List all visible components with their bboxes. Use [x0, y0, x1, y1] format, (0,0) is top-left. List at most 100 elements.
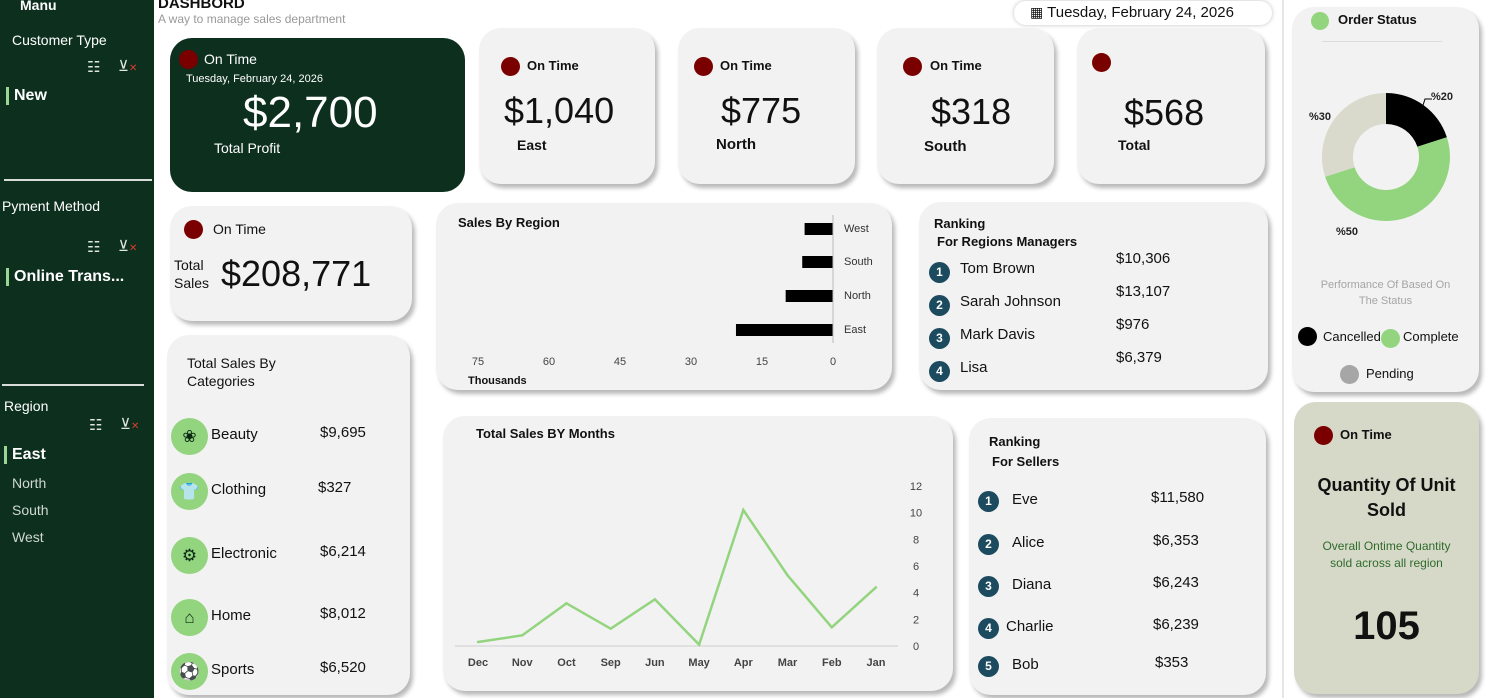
- monthly-sales-title: Total Sales BY Months: [476, 426, 615, 441]
- category-sales-value: $8,012: [320, 605, 366, 622]
- rank-badge: 1: [929, 262, 950, 283]
- x-tick-label: Apr: [734, 657, 754, 669]
- line-point: [565, 602, 568, 605]
- region-card-north: On Time $775 North: [678, 28, 855, 184]
- total-sales-label-line2: Sales: [174, 275, 210, 291]
- seller-ranking-title: Ranking: [989, 434, 1041, 449]
- date-display[interactable]: ▦ Tuesday, February 24, 2026: [1014, 1, 1272, 25]
- manager-name: Sarah Johnson: [960, 293, 1061, 310]
- y-tick-label: 4: [913, 588, 919, 600]
- status-dot: [1314, 426, 1333, 445]
- y-tick-label: 10: [910, 508, 922, 520]
- multi-select-icon[interactable]: ☷: [89, 417, 103, 434]
- multi-select-icon[interactable]: ☷: [87, 59, 101, 76]
- region-label: Total: [1118, 137, 1151, 153]
- region-value: $568: [1124, 92, 1205, 133]
- seller-sales-value: $6,353: [1153, 532, 1199, 549]
- region-managers-ranking-card: Ranking For Regions Managers 1 Tom Brown $…: [919, 202, 1268, 390]
- seller-sales-value: $6,239: [1153, 616, 1199, 633]
- region-card-east: On Time $1,040 East: [479, 28, 655, 184]
- category-sales-value: $6,214: [320, 543, 366, 560]
- clear-filter-icon[interactable]: ⊻✕: [118, 58, 138, 75]
- region-card-south: On Time $318 South: [877, 28, 1054, 184]
- manager-sales-value: $6,379: [1116, 349, 1162, 366]
- region-item-west[interactable]: West: [12, 529, 44, 545]
- bar-south: [802, 256, 833, 268]
- sidebar: Manu Customer Type ☷ ⊻✕ New Pyment Metho…: [0, 0, 154, 698]
- status-indicator-dot: [1311, 12, 1329, 30]
- y-tick-label: 2: [913, 614, 919, 626]
- donut-slice-complete: [1325, 137, 1450, 221]
- home-appliance-icon: ⌂: [171, 599, 208, 636]
- multi-select-icon[interactable]: ☷: [87, 239, 101, 256]
- menu-title: Manu: [20, 0, 57, 13]
- x-tick-label: May: [688, 657, 710, 669]
- clear-filter-icon[interactable]: ⊻✕: [120, 416, 140, 433]
- divider: [4, 179, 152, 181]
- shirt-icon: 👕: [171, 473, 208, 510]
- y-tick-label: 8: [913, 534, 919, 546]
- total-sales-label-line1: Total: [174, 257, 204, 273]
- region-title: Region: [4, 398, 49, 414]
- seller-name: Eve: [1012, 491, 1038, 508]
- quantity-sold-card: On Time Quantity Of Unit Sold Overall On…: [1294, 402, 1479, 694]
- status-label: On Time: [204, 51, 257, 67]
- payment-method-selected[interactable]: Online Trans...: [6, 268, 124, 286]
- legend-label-pending: Pending: [1366, 366, 1414, 381]
- quantity-caption-line2: sold across all region: [1330, 556, 1443, 570]
- categories-card: Total Sales By Categories ❀ Beauty $9,695 👕…: [167, 335, 410, 695]
- seller-sales-value: $6,243: [1153, 574, 1199, 591]
- bar-category-label: North: [844, 290, 871, 302]
- line-point: [653, 598, 657, 601]
- legend-label-complete: Complete: [1403, 329, 1459, 344]
- x-tick-label: Jun: [645, 657, 665, 669]
- status-dot: [501, 57, 520, 76]
- x-tick-label: Mar: [778, 657, 798, 669]
- order-status-card: Order Status %20 %50 %30 Performance Of Ba…: [1292, 7, 1479, 392]
- manager-name: Lisa: [960, 359, 988, 376]
- sales-by-region-card: Sales By Region West South North East 75 60 45…: [436, 203, 892, 390]
- category-sales-value: $327: [318, 479, 352, 496]
- calendar-icon: ▦: [1030, 4, 1044, 20]
- clear-filter-icon[interactable]: ⊻✕: [118, 238, 138, 255]
- status-dot: [179, 50, 198, 69]
- category-sales-value: $9,695: [320, 424, 366, 441]
- manager-name: Tom Brown: [960, 260, 1036, 277]
- x-tick-label: Feb: [822, 657, 842, 669]
- region-selected[interactable]: East: [4, 446, 46, 464]
- rank-badge: 3: [929, 328, 950, 349]
- seller-name: Diana: [1012, 576, 1052, 593]
- rank-badge: 2: [978, 534, 999, 555]
- donut-data-label: %20: [1431, 91, 1453, 103]
- total-sales-card: On Time Total Sales $208,771: [170, 206, 412, 321]
- x-tick-label: 15: [756, 356, 768, 368]
- bar-category-label: East: [844, 324, 866, 336]
- legend-swatch-cancelled: [1298, 327, 1317, 346]
- bar-category-label: South: [844, 256, 873, 268]
- customer-type-selected[interactable]: New: [6, 87, 47, 105]
- region-label: East: [517, 137, 547, 153]
- robot-icon: ⚙: [171, 537, 208, 574]
- bar-north: [785, 290, 833, 302]
- manager-sales-value: $10,306: [1116, 250, 1171, 267]
- region-value: $318: [931, 91, 1012, 132]
- status-dot: [903, 57, 922, 76]
- status-label: On Time: [1340, 427, 1392, 442]
- bar-east: [735, 324, 833, 336]
- bar-category-label: West: [844, 223, 869, 235]
- region-item-south[interactable]: South: [12, 502, 49, 518]
- categories-title-line1: Total Sales By: [187, 355, 276, 371]
- sports-ball-icon: ⚽: [171, 653, 208, 690]
- status-dot: [694, 57, 713, 76]
- region-item-north[interactable]: North: [12, 475, 47, 491]
- seller-ranking-subtitle: For Sellers: [992, 454, 1060, 469]
- status-label: On Time: [720, 58, 772, 73]
- y-tick-label: 0: [913, 641, 919, 653]
- order-status-donut-chart: %20 %50 %30: [1309, 91, 1453, 238]
- status-label: On Time: [213, 221, 266, 237]
- date-text: Tuesday, February 24, 2026: [1047, 4, 1234, 21]
- region-value: $775: [721, 90, 802, 131]
- status-dot: [1092, 53, 1111, 72]
- rank-badge: 4: [929, 361, 950, 382]
- donut-data-label: %50: [1336, 226, 1358, 238]
